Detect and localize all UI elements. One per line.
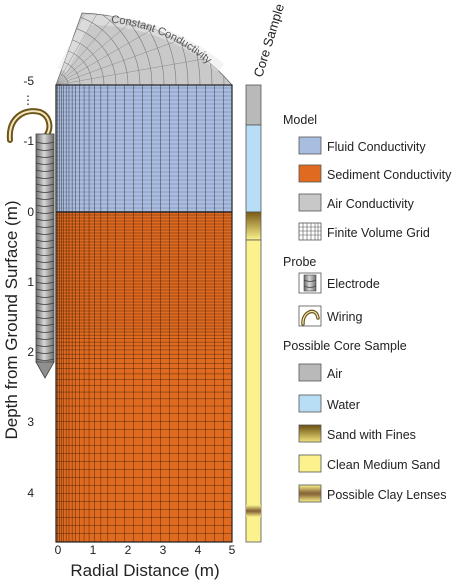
model-domain-border [55,84,233,543]
x-tick-1: 1 [90,543,97,557]
x-axis: 0 1 2 3 4 5 Radial Distance (m) [55,543,236,580]
y-axis-title: Depth from Ground Surface (m) [2,200,21,439]
legend-electrode: Electrode [327,277,380,291]
swatch-sand-fines [298,424,322,443]
electrode-icon [298,272,322,294]
core-water-section [245,124,262,213]
legend-sediment-conductivity: Sediment Conductivity [327,168,452,182]
x-tick-4: 4 [195,543,202,557]
swatch-core-air [298,363,322,382]
legend: Model Fluid Conductivity Sediment Conduc… [283,113,452,503]
swatch-water [298,394,322,413]
swatch-clean-sand [298,454,322,473]
y-tick-minus5: -5 [23,74,34,88]
core-sand-fines-section [245,211,262,241]
finite-volume-grid [55,85,232,542]
probe [6,108,55,379]
swatch-clay-lenses [298,484,322,503]
x-tick-5: 5 [229,543,236,557]
y-tick-0: 0 [27,205,34,219]
swatch-sediment [298,164,322,183]
legend-finite-volume-grid: Finite Volume Grid [327,226,430,240]
y-tick-minus1: -1 [23,134,34,148]
probe-tip [35,361,55,379]
y-tick-1: 1 [27,275,34,289]
core-sample-label: Core Sample [251,2,288,79]
legend-heading-probe: Probe [283,255,316,269]
y-tick-2: 2 [27,345,34,359]
swatch-air [298,193,322,212]
sediment-conductivity-region [56,212,232,542]
core-clay-lens [246,505,261,517]
legend-sand-with-fines: Sand with Fines [327,428,416,442]
legend-clean-medium-sand: Clean Medium Sand [327,458,440,472]
legend-heading-core: Possible Core Sample [283,339,407,353]
core-air-section [245,84,262,126]
wiring-icon [298,305,322,327]
legend-possible-clay-lenses: Possible Clay Lenses [327,488,447,502]
legend-core-water: Water [327,398,360,412]
legend-air-conductivity: Air Conductivity [327,197,415,211]
grid-icon [298,222,322,241]
y-tick-3: 3 [27,415,34,429]
x-tick-0: 0 [55,543,62,557]
legend-core-air: Air [327,367,342,381]
x-tick-2: 2 [125,543,132,557]
x-tick-3: 3 [160,543,167,557]
legend-heading-model: Model [283,113,317,127]
swatch-fluid [298,136,322,155]
fluid-conductivity-region [56,85,232,212]
legend-wiring: Wiring [327,310,362,324]
core-clean-sand-section [245,239,262,543]
y-tick-ellipsis: ⋮ [22,93,34,107]
y-tick-4: 4 [27,486,34,500]
core-sample-column: Core Sample [245,2,288,543]
y-axis: -5 ⋮ -1 0 1 2 3 4 Depth from Ground Surf… [2,74,34,500]
x-axis-title: Radial Distance (m) [70,561,219,580]
legend-fluid-conductivity: Fluid Conductivity [327,140,426,154]
